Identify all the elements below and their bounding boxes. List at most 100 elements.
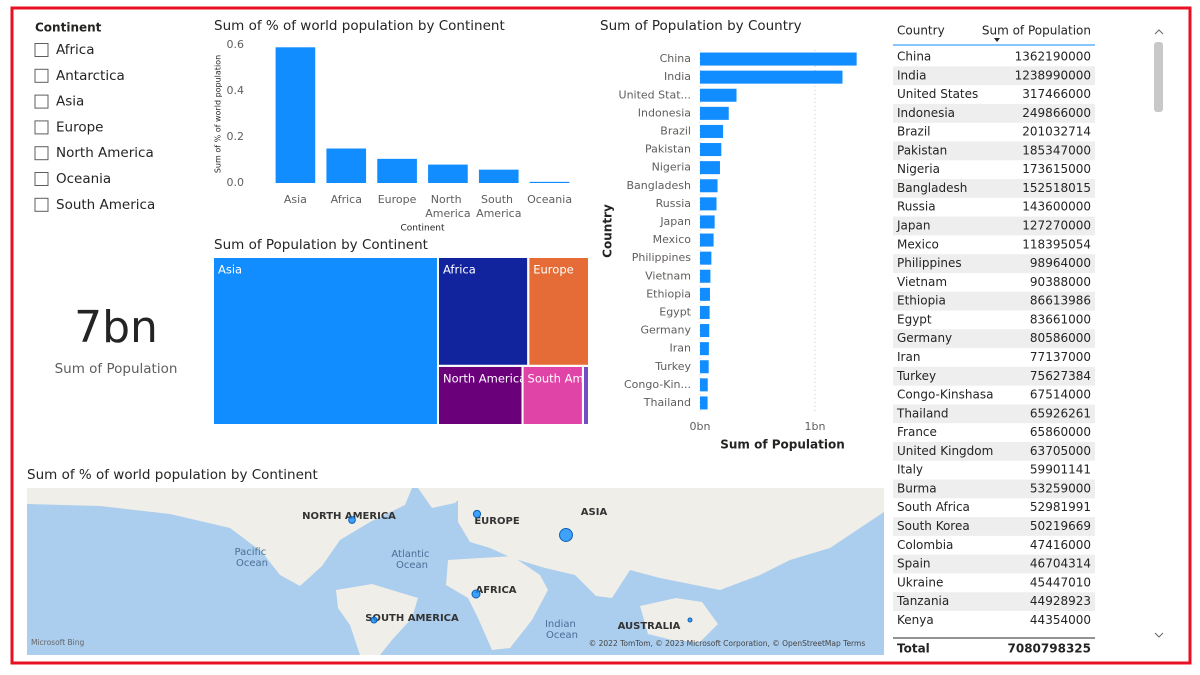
- treemap-tile: [529, 258, 588, 365]
- map-bubble[interactable]: [559, 528, 573, 542]
- map: [27, 488, 884, 655]
- checkbox[interactable]: [34, 120, 49, 135]
- y-tick-label: 0.6: [227, 38, 245, 51]
- bar: [700, 70, 843, 84]
- cell: Colombia: [897, 538, 953, 552]
- row-band: [893, 141, 1095, 161]
- slicer-item[interactable]: Antarctica: [56, 68, 125, 84]
- cell: 127270000: [1022, 219, 1091, 233]
- bar: [700, 52, 857, 66]
- checkbox[interactable]: [34, 94, 49, 109]
- scroll-down[interactable]: [1154, 632, 1164, 638]
- bar: [700, 305, 710, 319]
- checkbox[interactable]: [34, 68, 49, 83]
- map-bubble[interactable]: [348, 516, 356, 524]
- land: [27, 488, 412, 586]
- land: [446, 556, 548, 650]
- row-band: [893, 291, 1095, 311]
- tile-label: North America: [443, 371, 526, 385]
- checkbox[interactable]: [34, 146, 49, 161]
- bar: [428, 164, 468, 183]
- slicer-item[interactable]: Oceania: [56, 171, 111, 187]
- cell: 46704314: [1030, 557, 1091, 571]
- row-band: [893, 103, 1095, 123]
- treemap-tile: [523, 366, 582, 424]
- x-tick-label: Asia: [284, 193, 307, 206]
- y-tick-label: China: [660, 52, 691, 65]
- map-label: NORTH AMERICA: [302, 511, 396, 522]
- treemap-tile: [214, 258, 437, 424]
- map-copyright: © 2022 TomTom, © 2023 Microsoft Corporat…: [589, 639, 866, 648]
- cell: 83661000: [1030, 312, 1091, 326]
- checkbox[interactable]: [34, 43, 49, 57]
- scroll-thumb[interactable]: [1154, 42, 1163, 112]
- bar: [700, 378, 708, 392]
- cell: 52981991: [1030, 500, 1091, 514]
- x-tick-label: North America: [425, 193, 470, 220]
- treemap-tile: [438, 258, 528, 365]
- map-bubble[interactable]: [370, 616, 378, 624]
- column-header[interactable]: Country: [897, 24, 945, 38]
- map-label: AFRICA: [475, 585, 516, 596]
- cell: Ukraine: [897, 575, 943, 589]
- cell: Brazil: [897, 125, 931, 139]
- tile: South America: [523, 366, 582, 424]
- bar: [700, 161, 720, 175]
- cell: 50219669: [1030, 519, 1091, 533]
- cell: 53259000: [1030, 481, 1091, 495]
- map-attribution: Microsoft Bing: [31, 638, 84, 647]
- map-bubble[interactable]: [472, 509, 482, 519]
- total-label: Total: [897, 642, 930, 656]
- slicer-item[interactable]: Asia: [56, 94, 84, 110]
- cell: 63705000: [1030, 444, 1091, 458]
- cell: Ethiopia: [897, 294, 946, 308]
- treemap-tile: [583, 366, 588, 424]
- y-axis-label: Country: [601, 204, 615, 258]
- cell: Kenya: [897, 613, 934, 627]
- checkbox[interactable]: [34, 172, 49, 186]
- y-tick-label: Mexico: [653, 233, 692, 246]
- row-band: [893, 404, 1095, 424]
- bar: [700, 233, 714, 247]
- checkbox[interactable]: [34, 197, 49, 212]
- bar: [700, 342, 709, 356]
- slicer-title: Continent: [35, 21, 102, 35]
- tile: Asia: [214, 258, 437, 424]
- slicer-item[interactable]: Europe: [56, 119, 103, 135]
- cell: Philippines: [897, 256, 962, 270]
- tile: Africa: [438, 258, 528, 365]
- bar: [275, 47, 316, 183]
- y-tick-label: Vietnam: [645, 269, 691, 282]
- card-label: Sum of Population: [55, 361, 178, 377]
- map-bubble[interactable]: [471, 589, 481, 599]
- cell: 75627384: [1030, 369, 1091, 383]
- slicer-item[interactable]: Africa: [56, 42, 95, 58]
- tile-label: Africa: [443, 263, 476, 277]
- scrollbar[interactable]: [1154, 29, 1164, 638]
- tile: [583, 366, 588, 424]
- slicer-item[interactable]: South America: [56, 197, 155, 213]
- bar: [700, 360, 709, 374]
- cell: 201032714: [1022, 125, 1091, 139]
- column-header[interactable]: Sum of Population: [982, 24, 1091, 38]
- y-axis-label: Sum of % of world population: [214, 55, 223, 173]
- bar: [700, 269, 711, 283]
- bar: [700, 179, 718, 193]
- slicer-item[interactable]: North America: [56, 145, 154, 161]
- cell: Tanzania: [896, 594, 949, 608]
- cell: Iran: [897, 350, 920, 364]
- y-tick-label: Pakistan: [645, 143, 691, 156]
- map-bubble[interactable]: [687, 617, 693, 623]
- cell: Congo-Kinshasa: [897, 388, 993, 402]
- y-tick-label: Bangladesh: [627, 179, 692, 192]
- bar: [700, 143, 722, 157]
- x-tick-label: Oceania: [527, 193, 572, 206]
- row-band: [893, 554, 1095, 574]
- cell: 47416000: [1030, 538, 1091, 552]
- scroll-up[interactable]: [1154, 29, 1164, 35]
- cell: Turkey: [896, 369, 936, 383]
- land: [458, 488, 884, 598]
- cell: 86613986: [1030, 294, 1091, 308]
- tile-label: Europe: [533, 263, 573, 277]
